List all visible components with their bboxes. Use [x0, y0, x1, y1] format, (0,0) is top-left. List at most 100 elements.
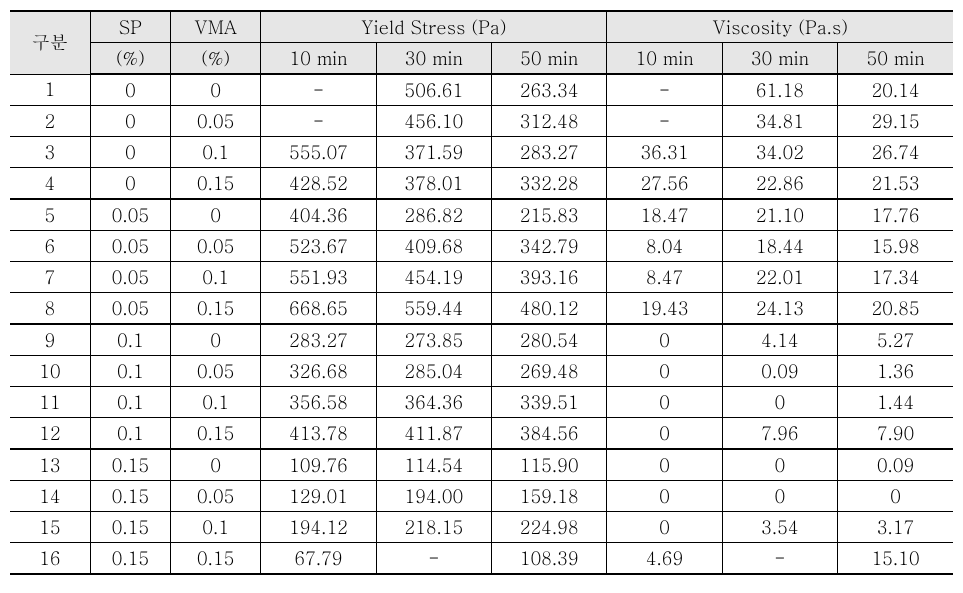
- table-cell: 3: [10, 137, 90, 168]
- table-cell: -: [261, 106, 376, 137]
- table-cell: 428.52: [261, 168, 376, 200]
- table-cell: 0.1: [171, 137, 261, 168]
- table-cell: 0: [607, 418, 722, 450]
- table-cell: 409.68: [376, 231, 491, 262]
- table-body: 100-506.61263.34-61.1820.14200.05-456.10…: [10, 74, 953, 574]
- table-cell: 7.90: [838, 418, 953, 450]
- table-cell: 0.05: [171, 106, 261, 137]
- table-cell: 18.47: [607, 199, 722, 231]
- table-cell: 26.74: [838, 137, 953, 168]
- table-cell: 8.04: [607, 231, 722, 262]
- table-cell: 115.90: [492, 449, 607, 481]
- table-cell: 5.27: [838, 324, 953, 356]
- table-cell: 0.1: [171, 387, 261, 418]
- table-cell: 0: [171, 324, 261, 356]
- table-cell: 61.18: [722, 74, 837, 106]
- table-cell: 411.87: [376, 418, 491, 450]
- table-cell: -: [376, 543, 491, 575]
- table-cell: -: [261, 74, 376, 106]
- table-row: 140.150.05129.01194.00159.18000: [10, 481, 953, 512]
- table-cell: 0.1: [171, 512, 261, 543]
- table-cell: 67.79: [261, 543, 376, 575]
- table-cell: 0.1: [90, 356, 170, 387]
- table-cell: 159.18: [492, 481, 607, 512]
- table-row: 100.10.05326.68285.04269.4800.091.36: [10, 356, 953, 387]
- table-cell: 0.05: [171, 356, 261, 387]
- table-row: 200.05-456.10312.48-34.8129.15: [10, 106, 953, 137]
- table-cell: 342.79: [492, 231, 607, 262]
- table-cell: 1: [10, 74, 90, 106]
- table-header: 구분 SP VMA Yield Stress (Pa) Viscosity (P…: [10, 11, 953, 74]
- table-cell: 668.65: [261, 293, 376, 325]
- table-cell: 4.69: [607, 543, 722, 575]
- table-cell: 0: [607, 324, 722, 356]
- table-cell: 7.96: [722, 418, 837, 450]
- table-cell: 0.05: [171, 481, 261, 512]
- table-cell: 480.12: [492, 293, 607, 325]
- table-cell: 0.05: [90, 199, 170, 231]
- header-sp: SP: [90, 11, 170, 43]
- table-cell: 0.09: [722, 356, 837, 387]
- header-idx: 구분: [10, 11, 90, 74]
- table-cell: 339.51: [492, 387, 607, 418]
- table-cell: 0.09: [838, 449, 953, 481]
- table-cell: 0: [607, 449, 722, 481]
- table-cell: 0.05: [90, 262, 170, 293]
- table-cell: 108.39: [492, 543, 607, 575]
- table-cell: 194.00: [376, 481, 491, 512]
- table-cell: 371.59: [376, 137, 491, 168]
- header-ys-10: 10 min: [261, 43, 376, 75]
- table-cell: 555.07: [261, 137, 376, 168]
- table-cell: 15.98: [838, 231, 953, 262]
- table-cell: 12: [10, 418, 90, 450]
- table-cell: 17.76: [838, 199, 953, 231]
- table-cell: 34.81: [722, 106, 837, 137]
- table-row: 130.150109.76114.54115.90000.09: [10, 449, 953, 481]
- table-row: 110.10.1356.58364.36339.51001.44: [10, 387, 953, 418]
- table-cell: 0: [607, 512, 722, 543]
- table-cell: 0: [722, 449, 837, 481]
- table-cell: -: [607, 106, 722, 137]
- table-cell: 1.36: [838, 356, 953, 387]
- table-row: 160.150.1567.79-108.394.69-15.10: [10, 543, 953, 575]
- table-cell: 312.48: [492, 106, 607, 137]
- header-visc: Viscosity (Pa.s): [607, 11, 953, 43]
- table-cell: 523.67: [261, 231, 376, 262]
- table-row: 120.10.15413.78411.87384.5607.967.90: [10, 418, 953, 450]
- table-cell: 109.76: [261, 449, 376, 481]
- table-cell: 364.36: [376, 387, 491, 418]
- table-cell: 7: [10, 262, 90, 293]
- table-cell: 114.54: [376, 449, 491, 481]
- table-cell: 21.10: [722, 199, 837, 231]
- table-cell: 8.47: [607, 262, 722, 293]
- table-cell: -: [722, 543, 837, 575]
- table-cell: 0.1: [90, 324, 170, 356]
- table-cell: 129.01: [261, 481, 376, 512]
- table-cell: 29.15: [838, 106, 953, 137]
- table-cell: 286.82: [376, 199, 491, 231]
- table-cell: 0.1: [171, 262, 261, 293]
- table-row: 150.150.1194.12218.15224.9803.543.17: [10, 512, 953, 543]
- table-cell: 269.48: [492, 356, 607, 387]
- table-row: 100-506.61263.34-61.1820.14: [10, 74, 953, 106]
- table-cell: 280.54: [492, 324, 607, 356]
- header-ys-30: 30 min: [376, 43, 491, 75]
- table-cell: 0: [607, 356, 722, 387]
- table-cell: 4: [10, 168, 90, 200]
- table-cell: 21.53: [838, 168, 953, 200]
- header-v-10: 10 min: [607, 43, 722, 75]
- table-cell: 0: [607, 481, 722, 512]
- table-cell: 0.05: [90, 231, 170, 262]
- table-cell: 5: [10, 199, 90, 231]
- table-cell: 11: [10, 387, 90, 418]
- table-cell: 454.19: [376, 262, 491, 293]
- header-yield: Yield Stress (Pa): [261, 11, 607, 43]
- table-row: 70.050.1551.93454.19393.168.4722.0117.34: [10, 262, 953, 293]
- table-cell: 0.15: [90, 512, 170, 543]
- table-cell: 6: [10, 231, 90, 262]
- table-cell: 36.31: [607, 137, 722, 168]
- table-cell: 0.05: [90, 293, 170, 325]
- header-ys-50: 50 min: [492, 43, 607, 75]
- table-cell: 22.01: [722, 262, 837, 293]
- data-table: 구분 SP VMA Yield Stress (Pa) Viscosity (P…: [10, 10, 953, 575]
